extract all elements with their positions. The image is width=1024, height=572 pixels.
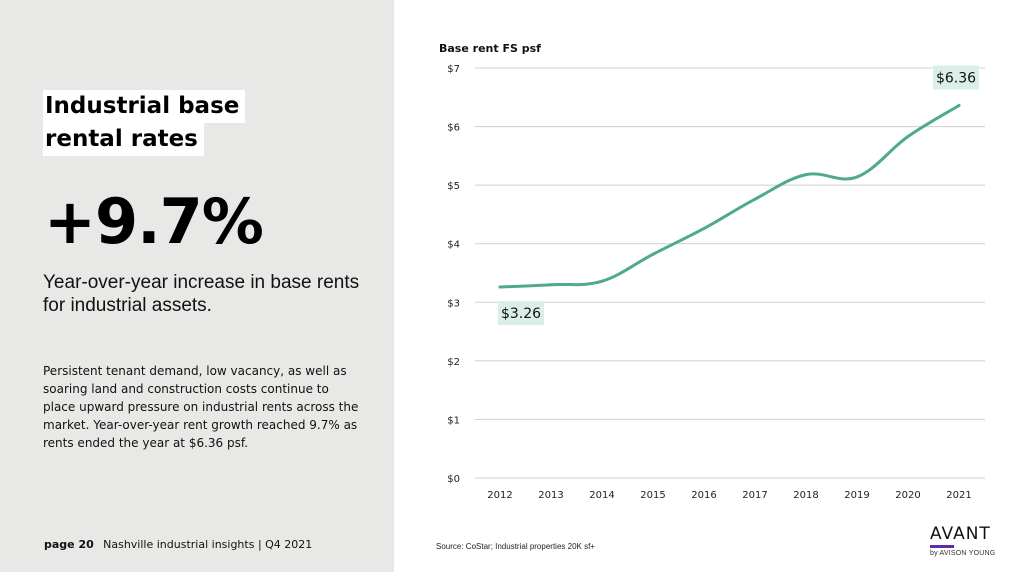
x-tick-labels: 2012 2013 2014 2015 2016 2017 2018 2019 2020 2021 xyxy=(487,490,971,501)
page-title-line-2: rental rates xyxy=(43,123,204,156)
gridlines xyxy=(475,67,985,479)
data-point xyxy=(702,226,706,230)
data-point xyxy=(651,252,655,256)
y-tick-label: $6 xyxy=(447,123,460,134)
data-point xyxy=(906,135,910,139)
x-tick-label: 2021 xyxy=(946,490,971,501)
x-tick-label: 2017 xyxy=(742,490,767,501)
y-tick-labels: $0 $1 $2 $3 $4 $5 $6 $7 xyxy=(447,64,460,485)
brand-subtitle: by AVISON YOUNG xyxy=(930,550,996,557)
data-point xyxy=(855,175,859,179)
source-note: Source: CoStar; Industrial properties 20… xyxy=(436,542,595,551)
x-tick-label: 2014 xyxy=(589,490,614,501)
x-tick-label: 2015 xyxy=(640,490,665,501)
rent-line-chart: Base rent FS psf $0$1$2$3$4$5$6$7 2012 20… xyxy=(439,42,985,501)
y-tick-label: $3 xyxy=(447,298,460,309)
left-panel: Industrial base rental rates +9.7% Year-… xyxy=(0,0,394,572)
y-tick-label: $0 xyxy=(447,474,460,485)
page-title-line-1: Industrial base xyxy=(43,90,246,123)
y-tick-label: $7 xyxy=(447,64,460,75)
data-label-background xyxy=(933,65,979,90)
y-tick-label: $2 xyxy=(447,357,460,368)
y-tick-label: $1 xyxy=(447,415,460,426)
report-name: Nashville industrial insights | Q4 2021 xyxy=(103,538,313,551)
brand-name: AVANT xyxy=(930,524,991,544)
y-tick-label: $5 xyxy=(447,181,460,192)
body-paragraph: Persistent tenant demand, low vacancy, a… xyxy=(43,364,359,450)
y-tick-label: $4 xyxy=(447,240,460,251)
data-point xyxy=(753,197,757,201)
statistic-caption: Year-over-year increase in base rents fo… xyxy=(43,272,360,316)
x-tick-label: 2020 xyxy=(895,490,920,501)
x-tick-label: 2018 xyxy=(793,490,818,501)
data-point xyxy=(804,173,808,177)
page-footer: page 20 Nashville industrial insights | … xyxy=(44,537,312,551)
y-axis-title: Base rent FS psf xyxy=(439,42,541,55)
data-point xyxy=(549,283,553,287)
x-tick-label: 2012 xyxy=(487,490,512,501)
page-number: page 20 xyxy=(44,538,94,551)
data-point xyxy=(957,103,961,107)
x-tick-label: 2019 xyxy=(844,490,869,501)
x-tick-label: 2013 xyxy=(538,490,563,501)
x-tick-label: 2016 xyxy=(691,490,716,501)
data-label-background xyxy=(498,301,544,326)
data-label: $6.36 xyxy=(936,70,976,86)
data-point xyxy=(498,285,502,289)
brand-accent-bar xyxy=(930,545,954,548)
data-point xyxy=(600,279,604,283)
headline-statistic: +9.7% xyxy=(44,185,264,258)
brand-logo: AVANT by AVISON YOUNG xyxy=(930,524,1010,557)
series-line xyxy=(498,103,961,289)
data-label: $3.26 xyxy=(501,306,541,322)
data-labels: $3.26 $6.36 xyxy=(498,65,979,326)
series-layer xyxy=(498,103,961,289)
